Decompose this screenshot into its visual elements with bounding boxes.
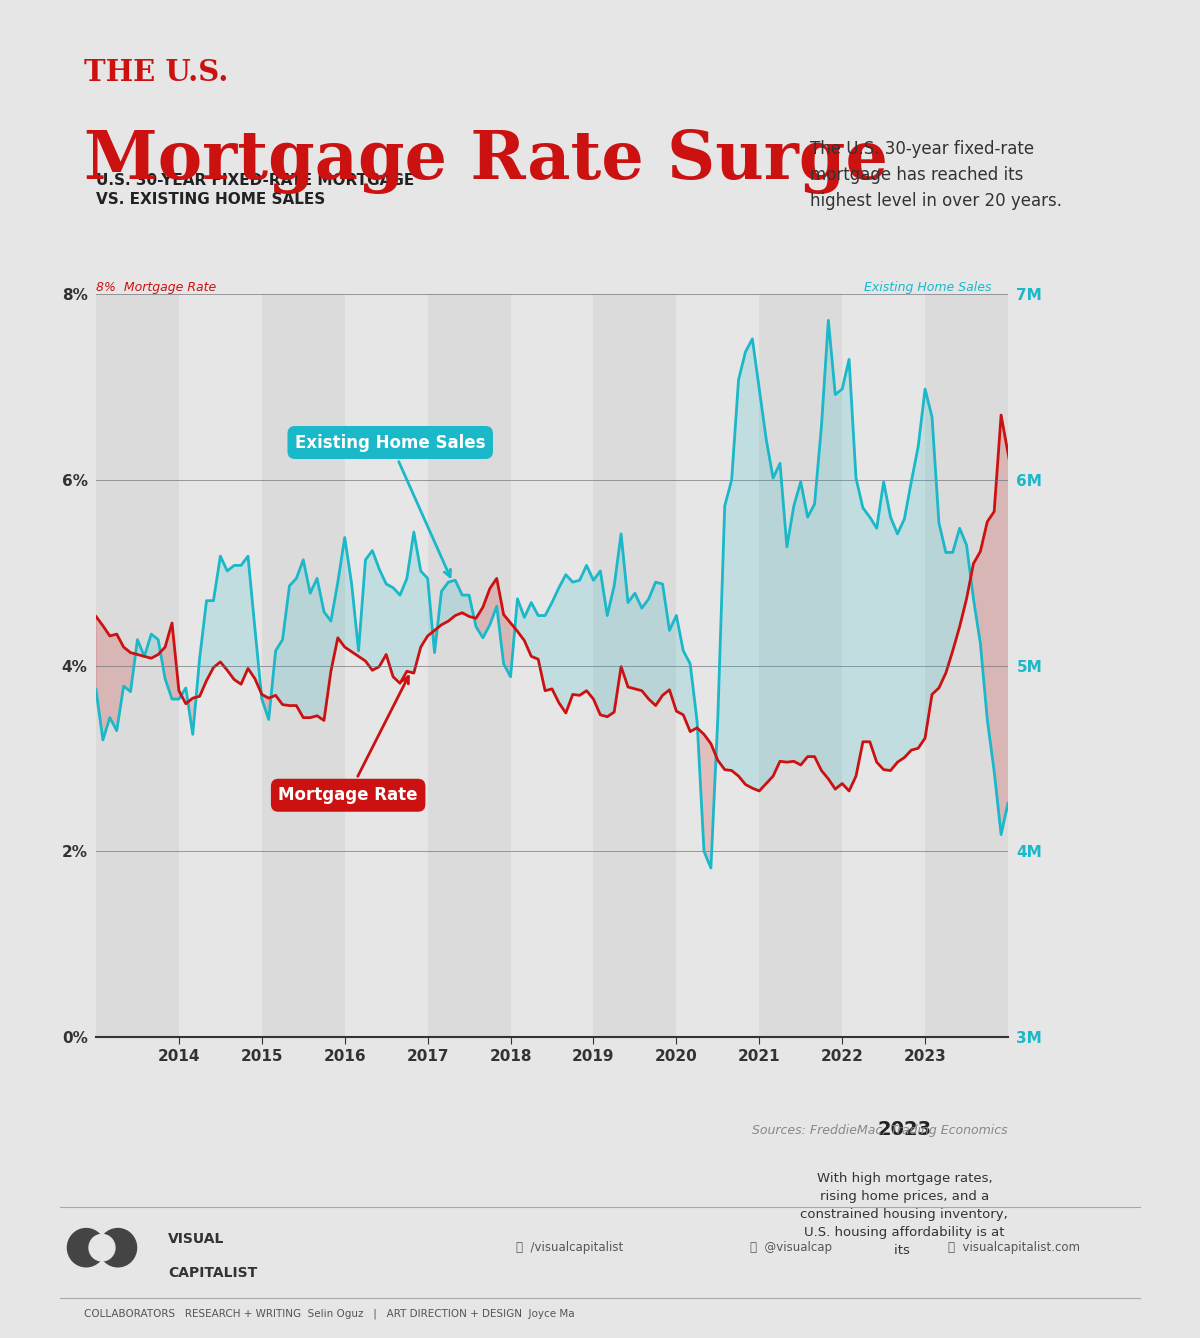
Bar	[925, 294, 1008, 1037]
Text: COLLABORATORS   RESEARCH + WRITING  Selin Oguz   |   ART DIRECTION + DESIGN  Joy: COLLABORATORS RESEARCH + WRITING Selin O…	[84, 1309, 575, 1319]
Text: ⓙ  @visualcap: ⓙ @visualcap	[750, 1240, 832, 1254]
Text: ⓘ  visualcapitalist.com: ⓘ visualcapitalist.com	[948, 1240, 1080, 1254]
Text: Existing Home Sales: Existing Home Sales	[295, 434, 486, 577]
Text: 2023: 2023	[877, 1120, 931, 1140]
Text: Sources: FreddieMac, Trading Economics: Sources: FreddieMac, Trading Economics	[752, 1124, 1008, 1137]
Bar	[262, 294, 344, 1037]
Circle shape	[100, 1228, 137, 1267]
Bar	[96, 294, 179, 1037]
Text: THE U.S.: THE U.S.	[84, 58, 228, 87]
Text: 8%  Mortgage Rate: 8% Mortgage Rate	[96, 281, 224, 294]
Text: Mortgage Rate Surge: Mortgage Rate Surge	[84, 128, 888, 194]
Bar	[760, 294, 842, 1037]
Text: With high mortgage rates,
rising home prices, and a
constrained housing inventor: With high mortgage rates, rising home pr…	[800, 1172, 1008, 1256]
Text: Existing Home Sales: Existing Home Sales	[864, 281, 991, 294]
Text: U.S. 30-YEAR FIXED-RATE MORTGAGE
VS. EXISTING HOME SALES: U.S. 30-YEAR FIXED-RATE MORTGAGE VS. EXI…	[96, 173, 414, 207]
Circle shape	[89, 1235, 115, 1260]
Text: CAPITALIST: CAPITALIST	[168, 1267, 257, 1280]
Text: The U.S. 30-year fixed-rate
mortgage has reached its
highest level in over 20 ye: The U.S. 30-year fixed-rate mortgage has…	[810, 140, 1062, 210]
Text: Mortgage Rate: Mortgage Rate	[278, 677, 418, 804]
Circle shape	[67, 1228, 104, 1267]
Bar	[427, 294, 510, 1037]
Bar	[594, 294, 677, 1037]
Text: ⓕ  /visualcapitalist: ⓕ /visualcapitalist	[516, 1240, 623, 1254]
Text: VISUAL: VISUAL	[168, 1232, 224, 1246]
